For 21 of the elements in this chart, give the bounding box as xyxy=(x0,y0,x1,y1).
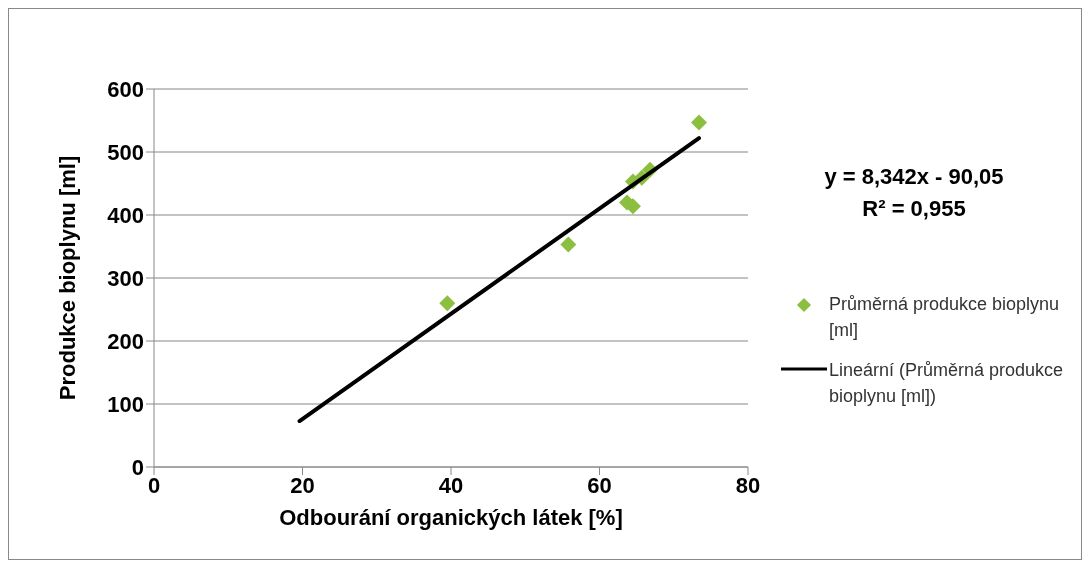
x-tick-label: 80 xyxy=(735,472,761,498)
y-tick-label: 500 xyxy=(107,139,144,165)
y-tick-label: 300 xyxy=(107,265,144,291)
x-tick-label: 60 xyxy=(587,472,612,498)
legend-label: Lineární (Průměrná produkce bioplynu [ml]) xyxy=(829,359,1065,408)
y-tick-label: 200 xyxy=(107,328,144,354)
text: R² = 0,955 xyxy=(862,196,966,221)
x-tick-label: 0 xyxy=(147,472,161,498)
x-axis-title: Odbourání organických látek [%] xyxy=(279,505,623,530)
point xyxy=(439,295,456,312)
x-tick-label: 20 xyxy=(290,472,315,498)
y-tick-label: 400 xyxy=(107,202,144,228)
x-tick-label: 40 xyxy=(438,472,464,498)
y-tick-label: 0 xyxy=(131,454,144,480)
legend-label: Průměrná produkce bioplynu [ml] xyxy=(829,293,1061,342)
y-tick-label: 600 xyxy=(107,76,144,102)
text: y = 8,342x - 90,05 xyxy=(824,164,1004,189)
point xyxy=(560,236,577,253)
y-tick-label: 100 xyxy=(107,391,144,417)
y-axis-title: Produkce bioplynu [ml] xyxy=(54,155,80,401)
point xyxy=(691,114,707,131)
